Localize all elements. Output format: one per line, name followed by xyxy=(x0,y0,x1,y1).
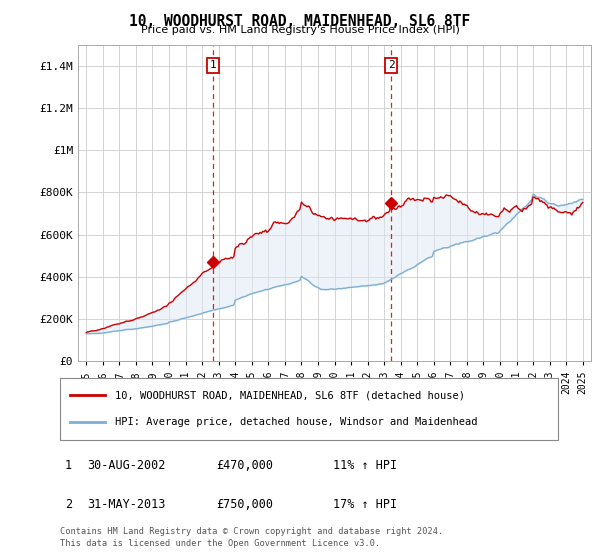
Text: 17% ↑ HPI: 17% ↑ HPI xyxy=(333,498,397,511)
Text: 31-MAY-2013: 31-MAY-2013 xyxy=(87,498,166,511)
Text: 11% ↑ HPI: 11% ↑ HPI xyxy=(333,459,397,472)
Text: 2: 2 xyxy=(388,60,394,71)
FancyBboxPatch shape xyxy=(60,378,558,440)
Text: £470,000: £470,000 xyxy=(216,459,273,472)
Text: HPI: Average price, detached house, Windsor and Maidenhead: HPI: Average price, detached house, Wind… xyxy=(115,417,477,427)
Text: Contains HM Land Registry data © Crown copyright and database right 2024.: Contains HM Land Registry data © Crown c… xyxy=(60,528,443,536)
Text: 1: 1 xyxy=(210,60,217,71)
Text: £750,000: £750,000 xyxy=(216,498,273,511)
Text: 30-AUG-2002: 30-AUG-2002 xyxy=(87,459,166,472)
Text: Price paid vs. HM Land Registry's House Price Index (HPI): Price paid vs. HM Land Registry's House … xyxy=(140,25,460,35)
Text: 1: 1 xyxy=(65,459,72,472)
Text: 10, WOODHURST ROAD, MAIDENHEAD, SL6 8TF (detached house): 10, WOODHURST ROAD, MAIDENHEAD, SL6 8TF … xyxy=(115,390,465,400)
Text: This data is licensed under the Open Government Licence v3.0.: This data is licensed under the Open Gov… xyxy=(60,539,380,548)
Text: 2: 2 xyxy=(65,498,72,511)
Text: 10, WOODHURST ROAD, MAIDENHEAD, SL6 8TF: 10, WOODHURST ROAD, MAIDENHEAD, SL6 8TF xyxy=(130,14,470,29)
